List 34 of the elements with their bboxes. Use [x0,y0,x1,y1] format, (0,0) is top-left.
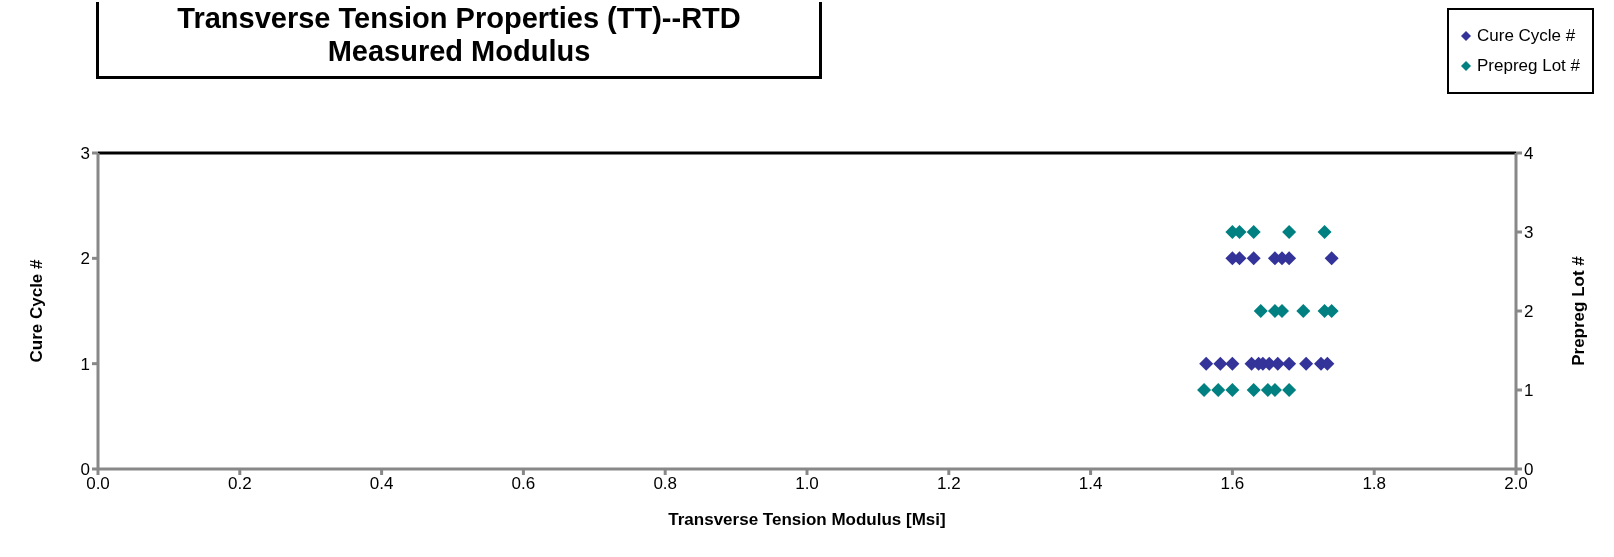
legend-label: Prepreg Lot # [1476,56,1580,76]
x-tick-label: 0.4 [369,474,394,494]
y2-tick-label: 4 [1524,144,1534,164]
y-tick-label: 2 [80,249,90,269]
chart-title: Transverse Tension Properties (TT)--RTD Measured Modulus [96,2,822,79]
point [1317,225,1332,239]
x-tick-label: 1.6 [1220,474,1245,494]
point [1282,383,1297,397]
x-tick-label: 1.0 [795,474,819,494]
legend-label: Cure Cycle # [1476,26,1576,46]
y-tick-label: 1 [80,354,90,374]
x-tick-label: 1.2 [936,474,961,494]
point [1246,383,1261,397]
x-tick-label: 0.0 [86,474,110,494]
point [1296,304,1311,318]
x-tick-label: 0.8 [653,474,678,494]
point [1282,225,1297,239]
x-axis-title: Transverse Tension Modulus [Msi] [668,510,946,529]
x-tick-label: 1.8 [1362,474,1387,494]
y2-tick-label: 1 [1524,381,1534,401]
y-tick-label: 3 [80,144,90,164]
point [1197,383,1212,397]
point [1225,383,1240,397]
point [1211,383,1226,397]
x-tick-label: 0.6 [511,474,536,494]
point [1246,225,1261,239]
y2-tick-label: 2 [1524,302,1534,322]
x-tick-label: 2.0 [1504,474,1528,494]
x-tick-label: 0.2 [227,474,252,494]
y2-tick-label: 3 [1524,223,1534,243]
y2-axis-title: Prepreg Lot # [1569,255,1589,366]
x-tick-label: 1.4 [1078,474,1103,494]
point [1253,304,1268,318]
y-axis-title: Cure Cycle # [27,258,47,363]
